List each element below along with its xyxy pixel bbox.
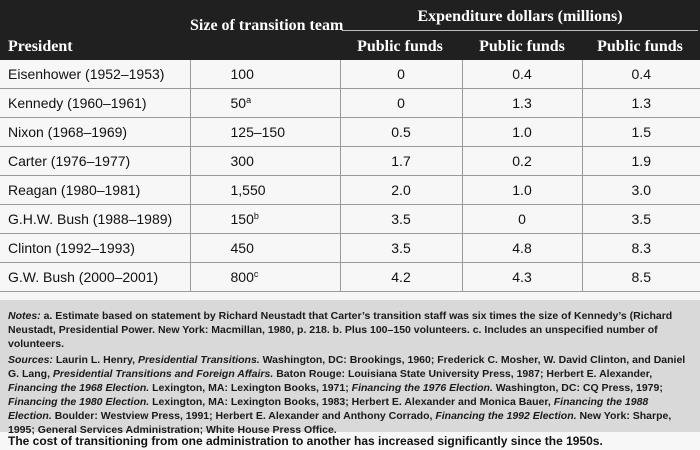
header-col-3: Public funds xyxy=(597,38,683,55)
team-size-value: 50 xyxy=(230,95,247,111)
cell-president: Eisenhower (1952–1953) xyxy=(0,60,190,89)
team-size-value: 150 xyxy=(230,211,254,227)
cell-public-funds-3: 8.5 xyxy=(581,262,700,292)
table-row: Eisenhower (1952–1953) 100 0 0.4 0.4 xyxy=(0,60,700,89)
source-title: Financing the 1968 Election. xyxy=(8,382,150,394)
notes-paragraph: Notes: a. Estimate based on statement by… xyxy=(8,309,694,351)
source-text: Washington, DC: CQ Press, 1979; xyxy=(495,382,663,394)
notes-box: Notes: a. Estimate based on statement by… xyxy=(0,300,700,436)
cell-public-funds-2: 4.8 xyxy=(461,233,582,263)
cell-team-size: 50a xyxy=(189,88,340,118)
table-row: Nixon (1968–1969) 125–150 0.5 1.0 1.5 xyxy=(0,117,700,147)
cell-public-funds-3: 3.5 xyxy=(581,204,700,234)
cell-president: G.W. Bush (2000–2001) xyxy=(0,262,190,292)
source-text: New York: Sharpe, 1995; General Services… xyxy=(8,410,672,436)
source-title: Financing the 1988 Election. xyxy=(8,396,649,422)
cell-team-size: 125–150 xyxy=(189,117,340,147)
cell-public-funds-1: 0 xyxy=(339,88,462,118)
cell-public-funds-1: 1.7 xyxy=(339,146,462,176)
cell-president: Carter (1976–1977) xyxy=(0,146,190,176)
cell-public-funds-3: 1.5 xyxy=(581,117,700,147)
source-title: Presidential Transitions. xyxy=(137,354,260,366)
team-size-value: 800 xyxy=(230,269,254,285)
team-size-value: 300 xyxy=(230,153,254,169)
cell-public-funds-1: 3.5 xyxy=(339,204,462,234)
team-size-value: 125–150 xyxy=(230,124,286,140)
cell-public-funds-2: 0 xyxy=(461,204,582,234)
cell-team-size: 100 xyxy=(189,60,340,89)
table-row: G.H.W. Bush (1988–1989) 150b 3.5 0 3.5 xyxy=(0,204,700,234)
table-body: Eisenhower (1952–1953) 100 0 0.4 0.4 Kennedy … xyxy=(0,60,700,292)
sources-label: Sources: xyxy=(8,354,53,366)
footnote-marker: c xyxy=(253,269,259,279)
cell-public-funds-1: 0 xyxy=(339,60,462,89)
cell-public-funds-3: 1.9 xyxy=(581,146,700,176)
cell-public-funds-1: 0.5 xyxy=(339,117,462,147)
source-title: Presidential Transitions and Foreign Aff… xyxy=(52,368,274,380)
cell-team-size: 800c xyxy=(189,262,340,292)
cell-president: Nixon (1968–1969) xyxy=(0,117,190,147)
source-title: Financing the 1992 Election. xyxy=(435,410,577,422)
cell-public-funds-2: 1.3 xyxy=(461,88,582,118)
table-row: Kennedy (1960–1961) 50a 0 1.3 1.3 xyxy=(0,88,700,118)
header-president: President xyxy=(8,38,73,55)
source-text: Washington, DC: Brookings, 1960; Frederi… xyxy=(8,354,686,380)
cell-public-funds-2: 1.0 xyxy=(461,175,582,205)
team-size-value: 1,550 xyxy=(230,182,266,198)
cell-public-funds-2: 0.4 xyxy=(461,60,582,89)
source-text: Baton Rouge: Louisiana State University … xyxy=(276,368,653,380)
cell-public-funds-3: 8.3 xyxy=(581,233,700,263)
cell-team-size: 300 xyxy=(189,146,340,176)
table-header: President Size of transition team Expend… xyxy=(0,0,700,60)
cell-public-funds-3: 0.4 xyxy=(581,60,700,89)
cell-president: G.H.W. Bush (1988–1989) xyxy=(0,204,190,234)
header-transition-team-size: Size of transition team xyxy=(190,17,344,34)
team-size-value: 450 xyxy=(230,240,254,256)
cell-public-funds-2: 1.0 xyxy=(461,117,582,147)
header-col-1: Public funds xyxy=(357,38,443,55)
cell-president: Kennedy (1960–1961) xyxy=(0,88,190,118)
source-text: Laurin L. Henry, xyxy=(55,354,136,366)
cell-public-funds-2: 0.2 xyxy=(461,146,582,176)
source-text: Boulder: Westview Press, 1991; Herbert E… xyxy=(54,410,433,422)
cell-president: Reagan (1980–1981) xyxy=(0,175,190,205)
table-row: Clinton (1992–1993) 450 3.5 4.8 8.3 xyxy=(0,233,700,263)
cell-team-size: 1,550 xyxy=(189,175,340,205)
transition-table: Eisenhower (1952–1953) 100 0 0.4 0.4 Kennedy … xyxy=(0,60,700,292)
table-row: Reagan (1980–1981) 1,550 2.0 1.0 3.0 xyxy=(0,175,700,205)
source-text: Lexington, MA: Lexington Books, 1971; xyxy=(152,382,349,394)
cell-team-size: 450 xyxy=(189,233,340,263)
cell-president: Clinton (1992–1993) xyxy=(0,233,190,263)
footnote-marker: a xyxy=(246,95,252,105)
header-expenditure: Expenditure dollars (millions) xyxy=(417,8,623,25)
cell-public-funds-1: 3.5 xyxy=(339,233,462,263)
notes-text: a. Estimate based on statement by Richar… xyxy=(8,310,673,350)
sources-paragraph: Sources: Laurin L. Henry, Presidential T… xyxy=(8,353,694,437)
notes-label: Notes: xyxy=(8,310,41,322)
figure-caption: The cost of transitioning from one admin… xyxy=(8,434,603,448)
cell-team-size: 150b xyxy=(189,204,340,234)
footnote-marker: b xyxy=(253,211,259,221)
cell-public-funds-1: 4.2 xyxy=(339,262,462,292)
header-divider xyxy=(342,30,698,31)
source-title: Financing the 1976 Election. xyxy=(351,382,493,394)
cell-public-funds-2: 4.3 xyxy=(461,262,582,292)
cell-public-funds-3: 3.0 xyxy=(581,175,700,205)
source-title: Financing the 1980 Election. xyxy=(8,396,150,408)
table-row: Carter (1976–1977) 300 1.7 0.2 1.9 xyxy=(0,146,700,176)
table-row: G.W. Bush (2000–2001) 800c 4.2 4.3 8.5 xyxy=(0,262,700,292)
team-size-value: 100 xyxy=(230,66,254,82)
source-text: Lexington, MA: Lexington Books, 1983; He… xyxy=(152,396,551,408)
cell-public-funds-3: 1.3 xyxy=(581,88,700,118)
header-col-2: Public funds xyxy=(479,38,565,55)
cell-public-funds-1: 2.0 xyxy=(339,175,462,205)
